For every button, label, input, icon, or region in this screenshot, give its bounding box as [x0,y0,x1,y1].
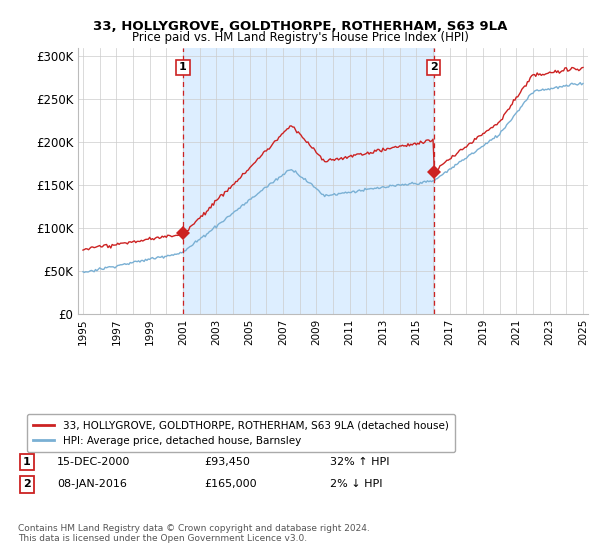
Text: 2% ↓ HPI: 2% ↓ HPI [330,479,383,489]
Text: 2: 2 [430,62,438,72]
Text: 15-DEC-2000: 15-DEC-2000 [57,457,130,467]
Text: £165,000: £165,000 [204,479,257,489]
Text: Price paid vs. HM Land Registry's House Price Index (HPI): Price paid vs. HM Land Registry's House … [131,31,469,44]
Text: Contains HM Land Registry data © Crown copyright and database right 2024.
This d: Contains HM Land Registry data © Crown c… [18,524,370,543]
Text: £93,450: £93,450 [204,457,250,467]
Text: 1: 1 [179,62,187,72]
Text: 1: 1 [23,457,31,467]
Bar [183,48,434,314]
Text: 32% ↑ HPI: 32% ↑ HPI [330,457,389,467]
Legend: 33, HOLLYGROVE, GOLDTHORPE, ROTHERHAM, S63 9LA (detached house), HPI: Average pr: 33, HOLLYGROVE, GOLDTHORPE, ROTHERHAM, S… [27,414,455,452]
Text: 08-JAN-2016: 08-JAN-2016 [57,479,127,489]
Text: 2: 2 [23,479,31,489]
Text: 33, HOLLYGROVE, GOLDTHORPE, ROTHERHAM, S63 9LA: 33, HOLLYGROVE, GOLDTHORPE, ROTHERHAM, S… [93,20,507,32]
